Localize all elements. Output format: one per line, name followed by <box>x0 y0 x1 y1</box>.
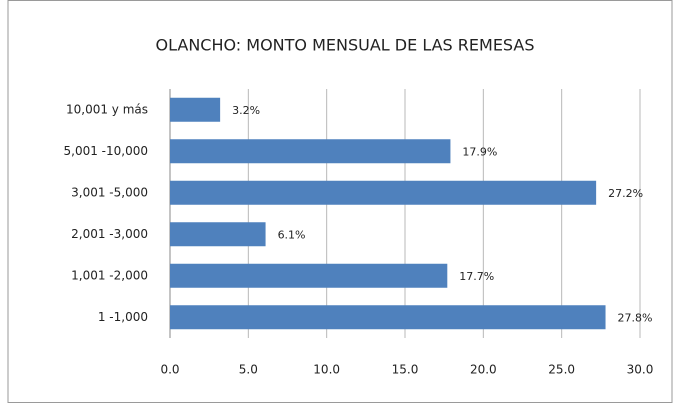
y-tick-label: 1 -1,000 <box>98 310 148 324</box>
y-tick-label: 10,001 y más <box>66 102 148 116</box>
y-tick-label: 5,001 -10,000 <box>64 144 149 158</box>
y-tick-label: 1,001 -2,000 <box>71 268 148 282</box>
x-tick-label: 20.0 <box>470 363 497 377</box>
x-tick-label: 25.0 <box>548 363 575 377</box>
x-tick-label: 30.0 <box>627 363 654 377</box>
bar <box>170 139 451 164</box>
bar <box>170 305 606 330</box>
x-tick-label: 0.0 <box>160 363 179 377</box>
value-label: 17.7% <box>459 270 494 283</box>
y-tick-label: 2,001 -3,000 <box>71 227 148 241</box>
value-label: 27.2% <box>608 187 643 200</box>
value-label: 3.2% <box>232 104 260 117</box>
x-tick-label: 10.0 <box>313 363 340 377</box>
value-label: 6.1% <box>278 228 306 241</box>
bar <box>170 180 597 205</box>
y-tick-label: 3,001 -5,000 <box>71 185 148 199</box>
chart-title: OLANCHO: MONTO MENSUAL DE LAS REMESAS <box>156 36 535 55</box>
bar <box>170 263 448 288</box>
bar <box>170 97 221 122</box>
value-label: 27.8% <box>618 311 653 324</box>
value-label: 17.9% <box>462 145 497 158</box>
x-tick-label: 5.0 <box>239 363 258 377</box>
bar <box>170 222 266 247</box>
x-tick-label: 15.0 <box>392 363 419 377</box>
